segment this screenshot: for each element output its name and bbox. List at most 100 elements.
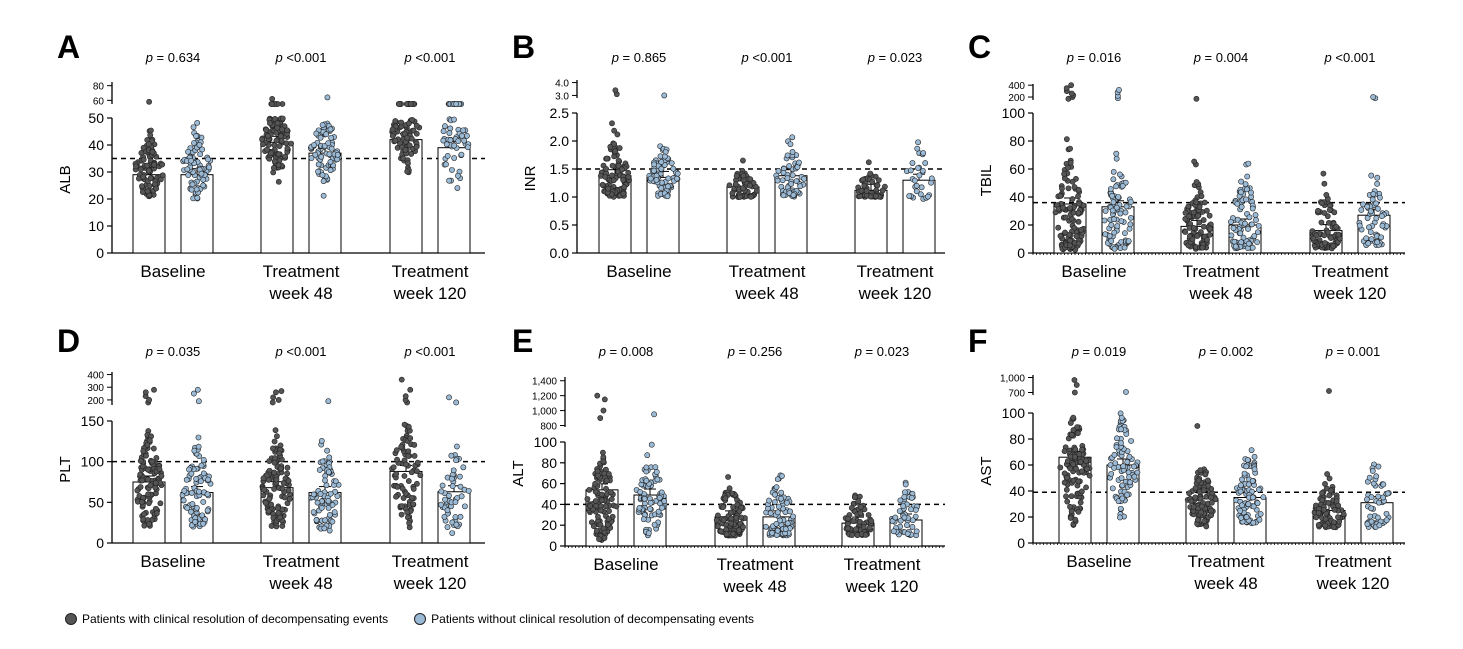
point-without <box>1260 494 1267 501</box>
point-without <box>449 530 456 536</box>
point-with <box>410 501 417 508</box>
point-without <box>461 503 468 510</box>
point-with <box>273 137 280 144</box>
point-with <box>593 527 600 534</box>
point-with <box>865 512 872 518</box>
point-with <box>405 160 411 167</box>
point-without <box>442 496 448 503</box>
point-with <box>271 459 278 466</box>
point-with <box>1069 196 1076 202</box>
point-with <box>1062 229 1068 236</box>
point-with <box>614 131 621 138</box>
y-tick-label: 0 <box>96 245 104 261</box>
outlier-point-without <box>446 394 452 401</box>
point-without <box>647 175 654 182</box>
x-category-label: Baseline <box>140 262 205 281</box>
point-without <box>652 464 659 471</box>
point-without <box>784 152 791 159</box>
point-without <box>1128 214 1134 221</box>
p-value-number: <0.001 <box>412 344 456 359</box>
x-category-label: Treatment <box>729 262 806 281</box>
point-without <box>1368 494 1375 500</box>
outlier-point-with <box>402 393 409 400</box>
p-value: p <0.001 <box>1324 50 1376 65</box>
point-with <box>146 437 153 444</box>
point-without <box>326 527 333 534</box>
point-with <box>849 532 855 539</box>
x-category-label: Treatment <box>263 552 340 571</box>
point-with <box>1066 205 1073 211</box>
panel-a: A 0 10 20 30 40 50 60 80 ALB p = 0.634 Baseline p <0… <box>57 29 485 303</box>
point-with <box>1057 193 1064 199</box>
point-with <box>1340 511 1347 518</box>
point-without <box>1369 468 1376 474</box>
point-without <box>1374 239 1381 246</box>
point-without <box>454 185 461 191</box>
point-with <box>153 185 160 192</box>
point-without <box>184 166 191 173</box>
point-without <box>454 443 460 450</box>
point-without <box>440 128 447 135</box>
point-with <box>411 442 418 448</box>
point-without <box>775 168 782 174</box>
point-with <box>1319 200 1325 207</box>
point-without <box>1245 240 1252 247</box>
point-without <box>1119 495 1126 502</box>
y-tick-label: 20 <box>1009 217 1025 233</box>
point-with <box>586 487 593 493</box>
p-value-number: <0.001 <box>283 344 327 359</box>
outlier-point-without <box>1123 389 1129 395</box>
point-with <box>1061 171 1068 177</box>
point-without <box>188 490 195 496</box>
point-without <box>1111 216 1117 223</box>
point-without <box>313 517 320 523</box>
point-with <box>1323 192 1330 198</box>
point-with <box>1068 493 1075 500</box>
point-without <box>643 464 650 471</box>
point-without <box>780 169 787 176</box>
outlier-point-without <box>325 398 332 405</box>
point-without <box>1102 208 1109 214</box>
outlier-point-with <box>398 376 405 383</box>
point-without <box>912 507 919 513</box>
y-tick-label: 80 <box>541 455 557 471</box>
point-without <box>318 504 325 511</box>
point-without <box>1107 186 1114 192</box>
point-with <box>141 522 148 529</box>
point-with <box>1084 466 1091 472</box>
p-value-number: = 0.023 <box>862 344 909 359</box>
point-with <box>616 145 623 151</box>
x-category-label: week 48 <box>1193 574 1257 593</box>
point-with <box>277 465 284 472</box>
point-without <box>1367 513 1374 520</box>
point-without <box>452 514 459 520</box>
point-with <box>602 503 609 510</box>
point-with <box>1055 224 1062 231</box>
point-with <box>417 472 424 479</box>
point-with <box>274 120 281 127</box>
p-value-number: = 0.008 <box>606 344 653 359</box>
point-with <box>1186 490 1193 497</box>
point-with <box>748 193 754 200</box>
point-with <box>855 498 862 505</box>
point-without <box>318 437 325 444</box>
point-without <box>901 514 908 521</box>
point-without <box>334 493 341 500</box>
point-without <box>1251 453 1258 460</box>
point-with <box>279 126 285 133</box>
outlier-point-with <box>1193 95 1200 102</box>
point-without <box>196 142 203 148</box>
point-with <box>275 162 282 169</box>
point-without <box>195 434 202 441</box>
point-with <box>408 135 415 142</box>
point-with <box>747 176 754 183</box>
point-without <box>1109 207 1116 214</box>
point-with <box>1075 186 1082 193</box>
p-value: p = 0.023 <box>854 344 910 359</box>
outlier-point-with <box>1071 377 1078 383</box>
point-without <box>325 469 332 476</box>
point-without <box>325 140 332 147</box>
point-without <box>188 470 195 477</box>
point-without <box>194 119 201 126</box>
point-with <box>1322 240 1328 246</box>
